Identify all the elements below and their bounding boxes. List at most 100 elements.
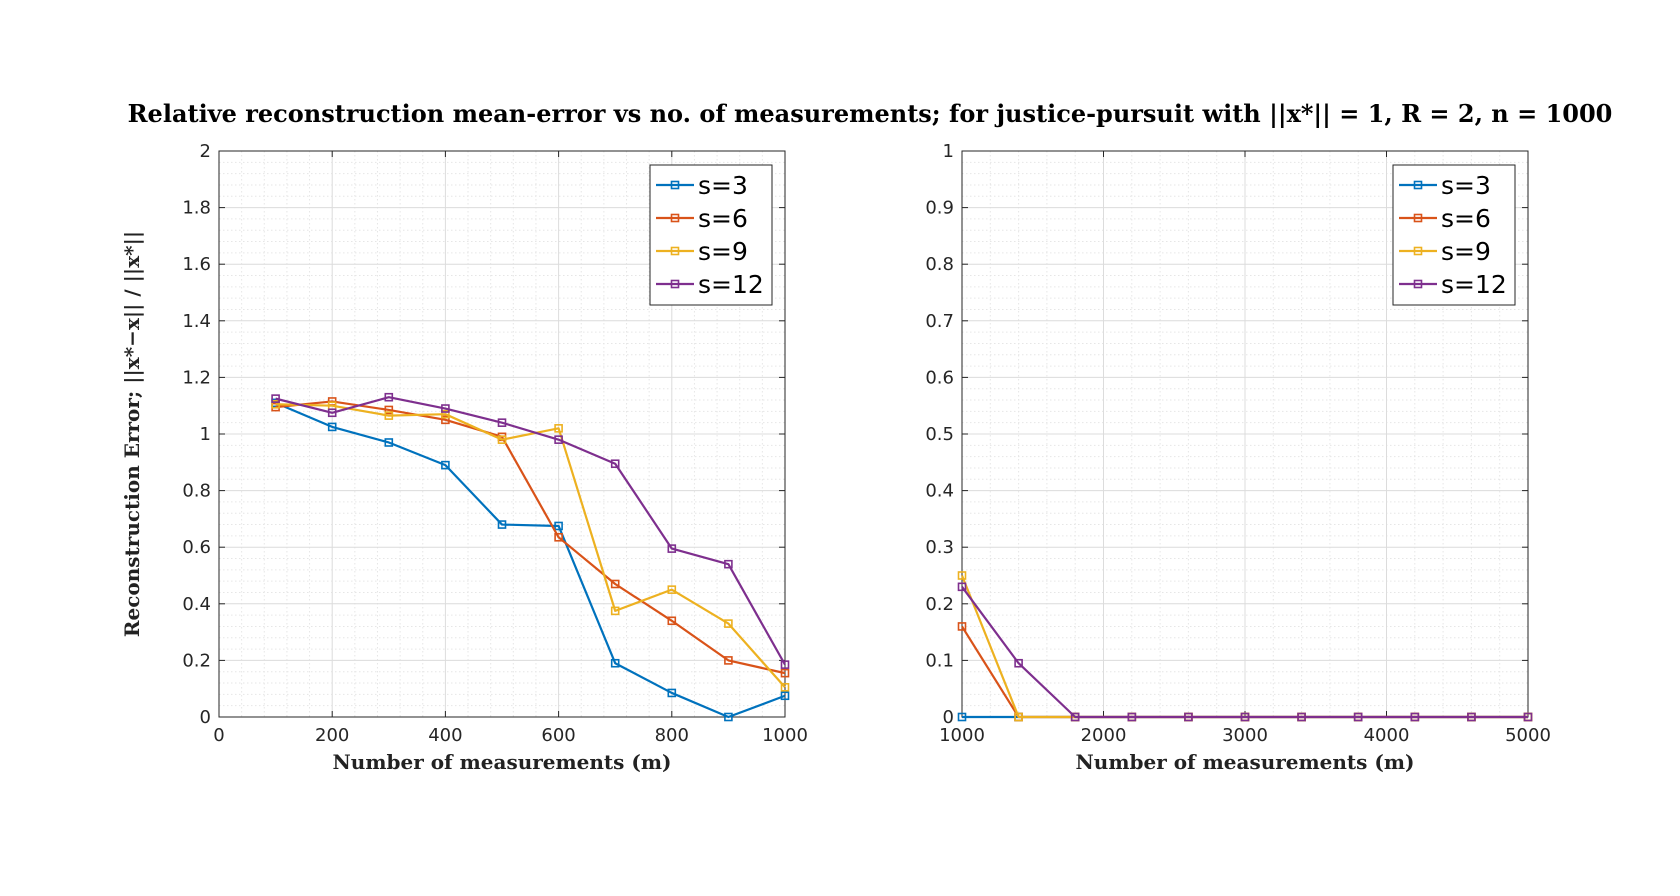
data-point xyxy=(1353,712,1363,722)
x-tick-label: 2000 xyxy=(1081,725,1127,746)
data-point xyxy=(271,394,280,403)
data-point xyxy=(554,521,563,531)
data-point xyxy=(497,418,507,427)
data-point xyxy=(610,579,620,589)
legend: s=3 s=6 s=9 s=12 xyxy=(1392,164,1516,306)
legend-marker xyxy=(1413,246,1423,256)
data-point xyxy=(780,660,790,669)
data-point xyxy=(327,422,337,432)
series-s=12 xyxy=(271,392,790,669)
data-point xyxy=(780,682,790,692)
x-tick-label: 1000 xyxy=(939,725,985,746)
data-point xyxy=(724,559,733,569)
data-point xyxy=(724,656,733,665)
figure-title: Relative reconstruction mean-error vs no… xyxy=(128,99,1613,128)
legend-label: s=3 xyxy=(698,171,748,200)
data-point xyxy=(327,408,337,418)
legend-marker xyxy=(670,246,680,256)
y-tick-label: 0.8 xyxy=(182,481,211,502)
y-tick-label: 0.4 xyxy=(182,594,211,615)
data-point xyxy=(957,582,967,592)
data-point xyxy=(1070,712,1080,722)
data-point xyxy=(497,520,507,529)
y-tick-label: 1.2 xyxy=(182,367,211,388)
chart-right: 1000 2000 3000 4000 5000 0 0.1 0.2 0.3 0.4 0.5 0.6 0… xyxy=(925,141,1551,774)
data-point xyxy=(384,392,394,402)
data-point xyxy=(384,411,394,420)
chart-left: 0 200 400 600 800 1000 0 0.2 0.4 0.6 0.8 1 1.2 1.4 1.6… xyxy=(120,141,808,774)
data-point xyxy=(1240,712,1250,722)
y-tick-label: 0.9 xyxy=(925,198,954,219)
y-tick-label: 0.6 xyxy=(925,367,954,388)
y-tick-label: 0.8 xyxy=(925,254,954,275)
y-tick-label: 0.5 xyxy=(925,424,954,445)
x-tick-label: 600 xyxy=(541,725,575,746)
x-axis-label: Number of measurements (m) xyxy=(1076,750,1415,774)
legend-marker xyxy=(670,279,680,289)
y-tick-label: 1 xyxy=(200,424,211,445)
data-point xyxy=(1127,712,1137,722)
y-tick-label: 2 xyxy=(200,141,211,162)
y-tick-label: 0.4 xyxy=(925,481,954,502)
legend-marker xyxy=(670,213,680,223)
y-tick-label: 1.6 xyxy=(182,254,211,275)
y-tick-label: 0.7 xyxy=(925,311,954,332)
x-axis-label: Number of measurements (m) xyxy=(333,750,672,774)
data-point xyxy=(497,435,507,444)
data-point xyxy=(780,668,790,678)
series-line xyxy=(961,586,1528,719)
data-point xyxy=(667,616,677,626)
data-point xyxy=(1410,712,1420,722)
x-tick-label: 3000 xyxy=(1222,725,1268,746)
y-tick-label: 0.2 xyxy=(182,650,211,671)
y-tick-label: 0 xyxy=(943,707,954,728)
data-point xyxy=(1014,712,1023,722)
legend-marker xyxy=(1413,279,1423,289)
legend-box xyxy=(649,164,773,306)
y-tick-label: 0 xyxy=(200,707,211,728)
y-tick-label: 1.8 xyxy=(182,198,211,219)
y-tick-label: 0.3 xyxy=(925,537,954,558)
data-point xyxy=(554,424,563,433)
series-line xyxy=(275,401,786,719)
data-point xyxy=(610,606,620,616)
data-point xyxy=(1467,712,1476,722)
data-point xyxy=(384,438,394,447)
data-point xyxy=(780,691,790,701)
data-point xyxy=(667,688,677,698)
data-point xyxy=(724,619,733,628)
legend-label: s=12 xyxy=(698,270,764,299)
y-axis-label: Reconstruction Error; ||x*−x|| / ||x*|| xyxy=(120,231,144,637)
data-point xyxy=(957,622,967,631)
data-point xyxy=(724,712,733,722)
x-tick-label: 400 xyxy=(428,725,462,746)
data-point xyxy=(554,532,563,542)
series-line xyxy=(275,396,786,666)
data-point xyxy=(1184,712,1193,722)
data-point xyxy=(1523,712,1533,722)
data-point xyxy=(441,404,450,413)
data-point xyxy=(1297,712,1306,722)
series-line xyxy=(275,403,786,689)
data-point xyxy=(610,459,620,469)
y-tick-label: 1 xyxy=(943,141,954,162)
data-point xyxy=(667,544,677,553)
x-tick-label: 1000 xyxy=(762,725,808,746)
y-tick-label: 0.2 xyxy=(925,594,954,615)
y-tick-label: 1.4 xyxy=(182,311,211,332)
data-point xyxy=(1014,658,1023,668)
data-point xyxy=(610,658,620,668)
data-point xyxy=(384,405,394,415)
data-point xyxy=(271,399,280,409)
data-point xyxy=(667,585,677,594)
y-tick-label: 0.6 xyxy=(182,537,211,558)
legend-label: s=3 xyxy=(1441,171,1491,200)
data-point xyxy=(441,409,450,419)
legend-label: s=6 xyxy=(1441,204,1491,233)
legend-label: s=12 xyxy=(1441,270,1507,299)
data-point xyxy=(957,571,967,580)
y-tick-label: 0.1 xyxy=(925,650,954,671)
x-tick-label: 800 xyxy=(655,725,689,746)
data-point xyxy=(554,435,563,444)
x-tick-label: 5000 xyxy=(1505,725,1551,746)
